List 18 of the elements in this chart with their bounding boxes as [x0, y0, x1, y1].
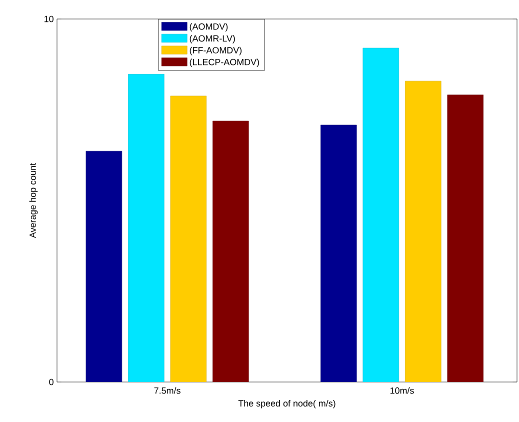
bar: [362, 48, 400, 382]
y-tick-label: 0: [49, 378, 54, 386]
bar: [212, 120, 249, 382]
bar: [404, 80, 442, 382]
legend-label: (AOMR-LV): [190, 35, 235, 44]
legend-label: (AOMDV): [190, 23, 228, 32]
legend-label: (LLECP-AOMDV): [190, 58, 259, 68]
bar: [86, 150, 122, 382]
x-tick-label: 7.5m/s: [154, 387, 180, 394]
y-tick-label: 10: [44, 16, 54, 22]
legend-label: (FF-AOMDV): [190, 46, 242, 56]
bar: [128, 74, 164, 382]
y-axis-title: Average hop count: [29, 163, 38, 238]
bar: [320, 124, 357, 382]
x-tick-label: 10m/s: [390, 387, 414, 394]
x-axis-title: The speed of node( m/s): [238, 400, 336, 408]
bar: [447, 94, 484, 382]
bar: [170, 96, 207, 382]
